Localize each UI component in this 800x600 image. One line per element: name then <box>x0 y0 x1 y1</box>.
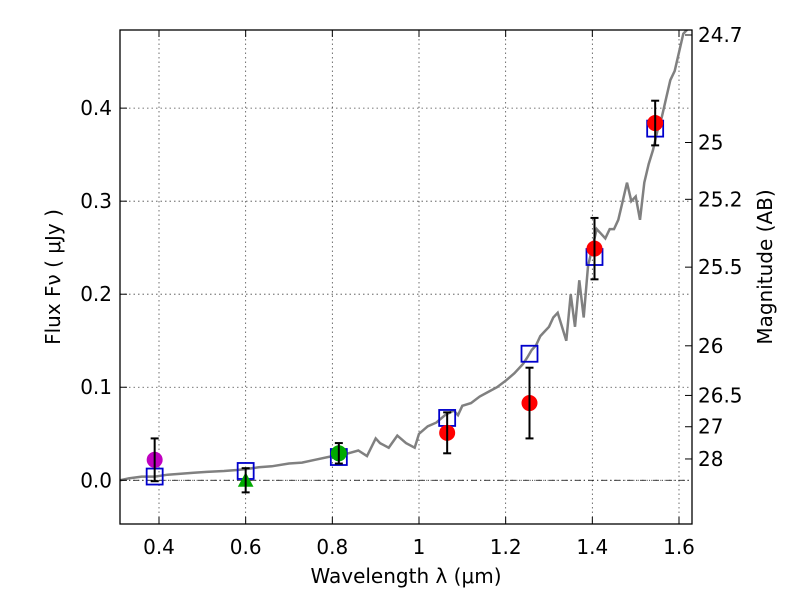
mag-tick-label: 25.5 <box>698 255 743 279</box>
y-tick-label: 0.0 <box>80 468 112 492</box>
y2-axis-title: Magnitude (AB) <box>753 189 777 344</box>
sed-model-line <box>120 30 689 482</box>
y-tick-label: 0.3 <box>80 189 112 213</box>
x-tick-label: 1 <box>413 535 426 559</box>
observed-photometry-series <box>146 99 664 494</box>
mag-tick-label: 26.5 <box>698 383 743 407</box>
y-tick-label: 0.4 <box>80 96 112 120</box>
x-tick-label: 0.6 <box>230 535 262 559</box>
y-tick-label: 0.2 <box>80 282 112 306</box>
y-axis-title: Flux Fν ( μJy ) <box>41 209 65 345</box>
plot-frame <box>119 29 693 525</box>
y-tick-label: 0.1 <box>80 375 112 399</box>
x-axis-title: Wavelength λ (μm) <box>310 564 501 588</box>
mag-tick-label: 25.2 <box>698 187 743 211</box>
x-tick-label: 1.6 <box>663 535 695 559</box>
mag-tick-label: 25 <box>698 130 723 154</box>
x-tick-label: 1.2 <box>490 535 522 559</box>
mag-tick-label: 26 <box>698 334 723 358</box>
sed-model-series <box>120 30 689 482</box>
mag-tick-label: 28 <box>698 447 723 471</box>
tick-labels: 0.4 0.6 0.8 1 1.2 1.4 1.6 0.0 0.1 0.2 0.3 0.4 24.7 25… <box>80 23 742 559</box>
mag-tick-label: 27 <box>698 415 723 439</box>
x-tick-label: 0.8 <box>316 535 348 559</box>
model-point <box>520 344 539 363</box>
x-tick-label: 0.4 <box>143 535 175 559</box>
axis-ticks <box>120 30 692 524</box>
x-tick-label: 1.4 <box>576 535 608 559</box>
grid-lines <box>120 30 692 524</box>
mag-tick-label: 24.7 <box>698 23 743 47</box>
